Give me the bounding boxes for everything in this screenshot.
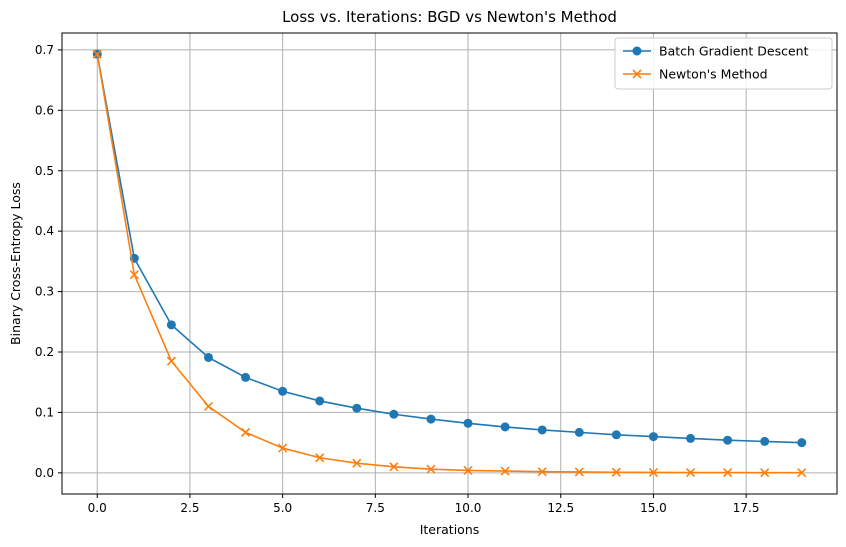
y-tick-label: 0.3 [35,285,54,299]
x-tick-label: 12.5 [547,501,574,515]
data-point-newton [537,467,547,477]
data-point-bgd [723,435,733,445]
data-point-bgd [241,372,251,382]
data-point-newton [389,462,399,472]
y-tick-label: 0.7 [35,43,54,57]
plot-frame [61,32,838,495]
y-tick-label: 0.5 [35,164,54,178]
data-point-bgd [574,427,584,437]
data-point-bgd [166,320,176,330]
y-tick-label: 0.4 [35,224,54,238]
x-axis-label: Iterations [420,522,480,537]
data-point-newton [315,453,325,463]
data-point-newton [500,466,510,476]
data-point-bgd [537,425,547,435]
data-point-bgd [686,433,696,443]
data-point-newton [129,270,139,280]
series-layer [92,49,807,478]
y-tick-label: 0.2 [35,345,54,359]
y-tick-label: 0.6 [35,103,54,117]
x-tick-label: 5.0 [273,501,292,515]
data-point-bgd [500,422,510,432]
data-point-bgd [648,432,658,442]
data-point-bgd [426,414,436,424]
x-tick-label: 10.0 [455,501,482,515]
data-point-newton [463,465,473,476]
x-tick-label: 15.0 [640,501,667,515]
data-point-newton [723,468,733,478]
x-tick-label: 2.5 [180,501,199,515]
data-point-bgd [797,438,807,448]
y-axis-label: Binary Cross-Entropy Loss [8,182,23,345]
data-point-newton [760,468,770,478]
data-point-newton [240,427,251,437]
data-point-newton [352,458,362,468]
data-point-bgd [278,386,288,396]
chart-title: Loss vs. Iterations: BGD vs Newton's Met… [282,8,617,26]
data-point-bgd [352,403,362,413]
x-tick-label: 17.5 [733,501,760,515]
data-point-newton [797,468,807,478]
legend-marker-bgd [632,46,642,56]
legend: Batch Gradient Descent Newton's Method [614,37,833,90]
legend-box [614,37,833,90]
x-tick-label: 7.5 [366,501,385,515]
data-point-newton [166,356,176,366]
data-point-bgd [760,436,770,446]
data-point-newton [203,401,214,411]
legend-label-newton: Newton's Method [659,67,768,82]
data-point-newton [611,467,621,477]
data-point-newton [685,467,696,478]
data-point-newton [426,464,436,474]
axis-ticks: 0.0 2.5 5.0 7.5 10.0 12.5 15.0 17.5 0.0 0.1 0.2 0.3… [35,43,760,515]
x-tick-label: 0.0 [88,501,107,515]
data-point-bgd [611,430,621,440]
y-tick-label: 0.1 [35,405,54,419]
data-point-bgd [203,352,213,362]
data-point-newton [574,467,584,477]
data-point-bgd [389,409,399,419]
series-line-bgd [96,54,802,444]
data-point-newton [92,49,102,59]
data-point-newton [278,443,288,453]
series-line-newton [96,54,802,474]
legend-marker-newton [632,69,642,79]
data-point-bgd [315,396,325,406]
y-tick-label: 0.0 [35,466,54,480]
grid-lines [62,33,837,494]
legend-label-bgd: Batch Gradient Descent [659,44,809,59]
data-point-newton [648,467,659,477]
data-point-bgd [463,418,473,428]
